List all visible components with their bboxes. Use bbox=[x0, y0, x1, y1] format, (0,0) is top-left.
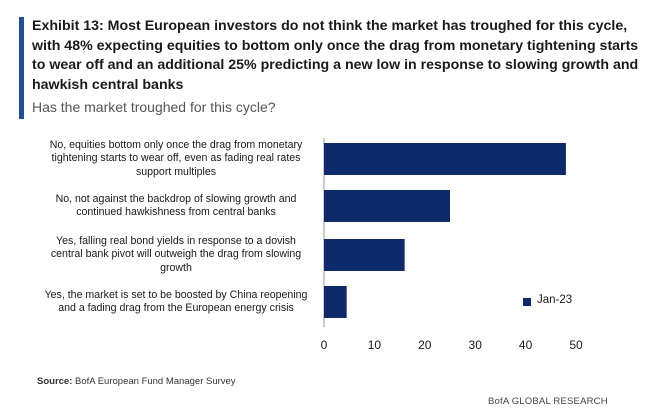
chart-title: Exhibit 13: Most European investors do n… bbox=[32, 18, 639, 93]
category-label-line: continued hawkishness from central banks bbox=[76, 206, 276, 218]
bar-2 bbox=[324, 190, 450, 222]
category-label-line: growth bbox=[160, 261, 192, 274]
bar-1 bbox=[324, 143, 566, 175]
source-note: Source: BofA European Fund Manager Surve… bbox=[37, 376, 236, 387]
footer-brand: BofA GLOBAL RESEARCH bbox=[488, 396, 608, 407]
category-label-line: tightening starts to wear off, even as f… bbox=[51, 152, 301, 165]
x-tick-label-0: 0 bbox=[321, 338, 328, 352]
legend-swatch-jan-23 bbox=[523, 298, 531, 306]
title-accent-bar bbox=[19, 17, 24, 119]
category-label-1: No, equities bottom only once the drag f… bbox=[36, 139, 316, 180]
chart-subtitle: Has the market troughed for this cycle? bbox=[32, 99, 276, 115]
category-label-line: No, equities bottom only once the drag f… bbox=[49, 138, 303, 151]
category-label-2: No, not against the backdrop of slowing … bbox=[36, 193, 316, 220]
category-label-line: No, not against the backdrop of slowing … bbox=[55, 192, 297, 205]
source-prefix: Source: bbox=[37, 376, 73, 387]
category-label-line: central bank pivot will outweigh the dra… bbox=[50, 248, 302, 261]
category-label-line: Yes, the market is set to be boosted by … bbox=[44, 288, 308, 301]
x-tick-label-40: 40 bbox=[519, 338, 533, 352]
x-tick-label-10: 10 bbox=[368, 338, 382, 352]
legend-label-jan-23: Jan-23 bbox=[537, 294, 573, 306]
source-text: BofA European Fund Manager Survey bbox=[72, 376, 236, 387]
x-tick-label-20: 20 bbox=[418, 338, 432, 352]
bar-4 bbox=[324, 286, 347, 318]
category-label-line: support multiples bbox=[135, 165, 217, 178]
x-tick-label-30: 30 bbox=[469, 338, 483, 352]
x-tick-label-50: 50 bbox=[569, 338, 583, 352]
category-label-4: Yes, the market is set to be boosted by … bbox=[36, 289, 316, 316]
bar-3 bbox=[324, 239, 405, 271]
category-label-line: Yes, falling real bond yields in respons… bbox=[56, 234, 296, 247]
category-label-line: and a fading drag from the European ener… bbox=[58, 302, 294, 314]
category-label-3: Yes, falling real bond yields in respons… bbox=[36, 235, 316, 276]
